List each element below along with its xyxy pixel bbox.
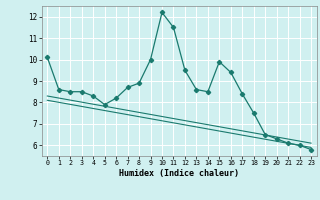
X-axis label: Humidex (Indice chaleur): Humidex (Indice chaleur) — [119, 169, 239, 178]
